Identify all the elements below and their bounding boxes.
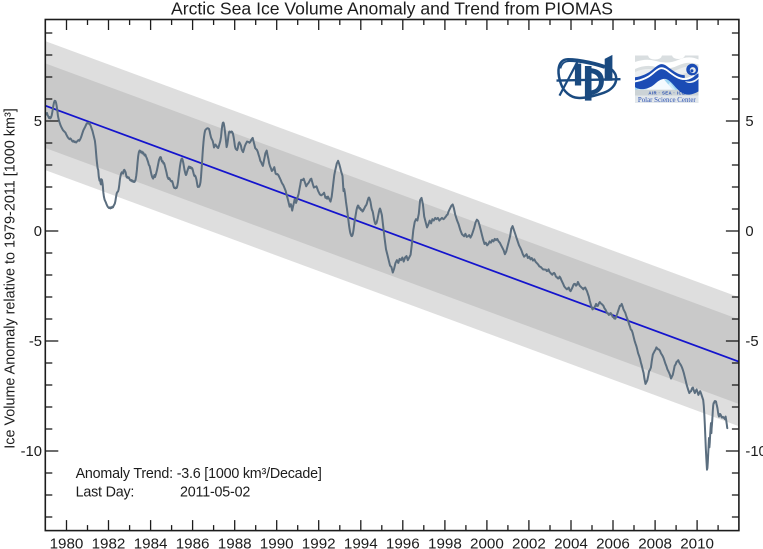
svg-text:Polar Science Center: Polar Science Center [638,97,696,104]
svg-text:-5: -5 [745,334,758,350]
svg-text:2010: 2010 [680,536,714,549]
svg-text:0: 0 [745,224,753,240]
svg-text:-10: -10 [745,444,763,460]
svg-text:1986: 1986 [176,536,210,549]
svg-text:2002: 2002 [512,536,546,549]
svg-text:1994: 1994 [344,536,378,549]
svg-text:Arctic Sea Ice Volume Anomaly: Arctic Sea Ice Volume Anomaly and Trend … [171,0,613,19]
svg-text:Last Day:: Last Day: [76,485,135,501]
svg-text:1980: 1980 [50,536,84,549]
svg-text:1992: 1992 [302,536,336,549]
svg-text:Ice Volume Anomaly relative to: Ice Volume Anomaly relative to 1979-2011… [2,108,18,449]
svg-text:5: 5 [745,114,753,130]
svg-text:2008: 2008 [638,536,672,549]
svg-text:2006: 2006 [596,536,630,549]
svg-text:5: 5 [34,114,42,130]
svg-text:AIR · SEA · ICE: AIR · SEA · ICE [648,91,685,96]
svg-text:-5: -5 [29,334,42,350]
svg-text:Anomaly Trend: -3.6 [1000 km³/: Anomaly Trend: -3.6 [1000 km³/Decade] [76,466,322,482]
svg-text:1996: 1996 [386,536,420,549]
svg-text:2000: 2000 [470,536,504,549]
svg-text:2004: 2004 [554,536,588,549]
svg-text:1988: 1988 [218,536,252,549]
svg-text:0: 0 [34,224,42,240]
svg-text:1998: 1998 [428,536,462,549]
svg-text:1990: 1990 [260,536,294,549]
svg-text:-10: -10 [21,444,42,460]
svg-text:1982: 1982 [92,536,126,549]
svg-text:2011-05-02: 2011-05-02 [180,485,250,501]
svg-text:1984: 1984 [134,536,168,549]
